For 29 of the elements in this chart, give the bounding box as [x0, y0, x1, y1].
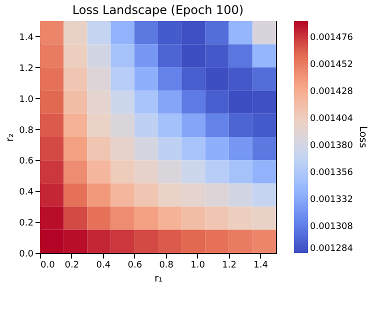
color-bar-title: Loss	[357, 126, 368, 148]
y-tick-label: 0.6	[19, 156, 34, 167]
color-bar-label: 0.001332	[310, 194, 353, 205]
x-axis-title: r₁	[154, 274, 163, 284]
y-tick-label: 1.0	[19, 94, 34, 105]
color-bar-label: 0.001428	[310, 86, 354, 97]
color-bar-label: 0.001452	[310, 60, 353, 70]
y-tick-label: 1.2	[19, 64, 34, 74]
x-tick-label: 1.4	[254, 260, 268, 270]
x-tick-label: 0.4	[96, 260, 111, 270]
y-tick-label: 0.8	[19, 126, 34, 136]
color-bar-label: 0.001380	[310, 140, 354, 151]
y-tick-label: 1.4	[19, 32, 34, 43]
color-bar-label: 0.001356	[310, 168, 354, 178]
y-tick-label: 0.2	[19, 218, 34, 229]
color-bar-label: 0.001308	[310, 222, 354, 232]
x-tick-label: 0.8	[159, 260, 174, 270]
y-axis-title: r₂	[5, 133, 16, 142]
y-tick-label: 0.4	[19, 188, 34, 198]
x-tick-label: 1.0	[190, 260, 206, 270]
x-tick-label: 0.2	[64, 260, 80, 270]
color-bar-label: 0.001476	[310, 32, 354, 43]
chart-title: Loss Landscape (Epoch 100)	[72, 3, 244, 17]
x-tick-label: 0.6	[128, 260, 142, 270]
color-bar-label: 0.001284	[310, 244, 354, 254]
x-tick-label: 0.0	[40, 260, 56, 270]
color-bar-label: 0.001404	[310, 114, 354, 124]
y-tick-label: 0.0	[19, 250, 34, 260]
x-tick-label: 1.2	[222, 260, 236, 270]
